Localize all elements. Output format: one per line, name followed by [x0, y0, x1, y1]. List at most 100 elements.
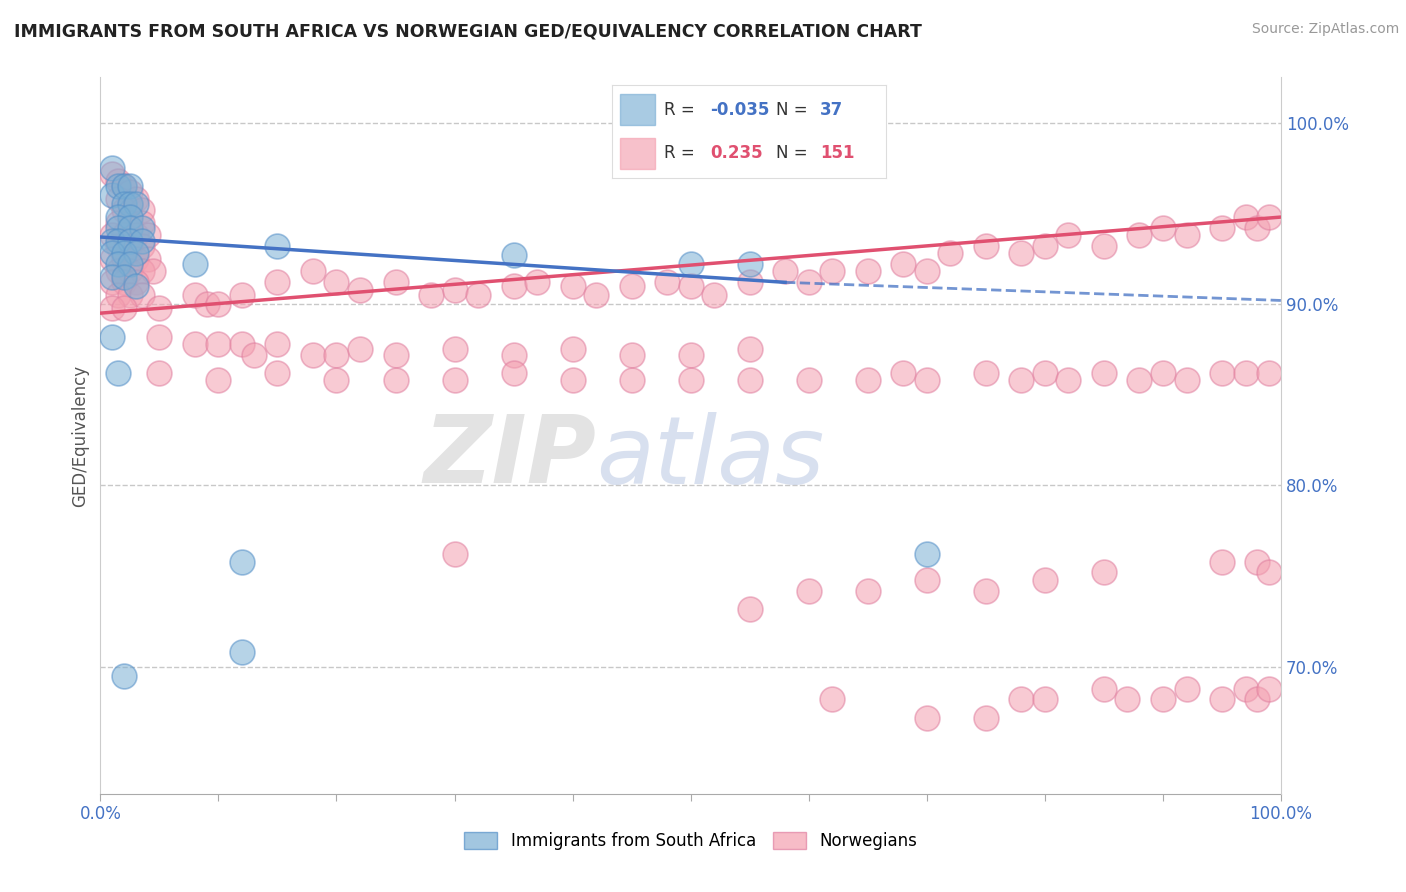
- Text: N =: N =: [776, 145, 813, 162]
- Point: [1258, 366, 1281, 380]
- Point: [1246, 221, 1268, 235]
- Point: [1116, 692, 1139, 706]
- Point: [620, 373, 643, 387]
- Point: [384, 276, 406, 290]
- Point: [738, 276, 761, 290]
- Point: [1152, 221, 1174, 235]
- Point: [131, 221, 153, 235]
- Point: [325, 373, 347, 387]
- Point: [118, 185, 141, 199]
- Point: [679, 257, 702, 271]
- Point: [302, 264, 325, 278]
- Point: [112, 179, 135, 194]
- Point: [1010, 373, 1032, 387]
- Y-axis label: GED/Equivalency: GED/Equivalency: [72, 365, 89, 507]
- Point: [384, 373, 406, 387]
- Point: [148, 366, 170, 380]
- Point: [1211, 555, 1233, 569]
- Point: [107, 215, 129, 229]
- Point: [112, 669, 135, 683]
- Point: [107, 210, 129, 224]
- Text: 37: 37: [820, 101, 844, 119]
- Point: [915, 710, 938, 724]
- Point: [231, 645, 253, 659]
- Point: [915, 373, 938, 387]
- Point: [207, 373, 229, 387]
- Point: [349, 283, 371, 297]
- Point: [974, 583, 997, 598]
- Point: [231, 337, 253, 351]
- Point: [118, 221, 141, 235]
- Point: [112, 246, 135, 260]
- Point: [797, 583, 820, 598]
- Point: [502, 279, 524, 293]
- Point: [443, 343, 465, 357]
- Point: [915, 573, 938, 587]
- Point: [1175, 373, 1198, 387]
- Point: [1057, 373, 1080, 387]
- Point: [112, 269, 135, 284]
- Point: [797, 373, 820, 387]
- Point: [502, 366, 524, 380]
- Point: [118, 257, 141, 271]
- Point: [266, 239, 288, 253]
- Point: [101, 188, 124, 202]
- Point: [561, 279, 583, 293]
- Text: Source: ZipAtlas.com: Source: ZipAtlas.com: [1251, 22, 1399, 37]
- Point: [184, 288, 207, 302]
- Point: [184, 337, 207, 351]
- Point: [1092, 366, 1115, 380]
- Point: [107, 221, 129, 235]
- Point: [1092, 681, 1115, 696]
- Point: [125, 276, 148, 290]
- Point: [118, 264, 141, 278]
- Point: [1010, 246, 1032, 260]
- Point: [620, 279, 643, 293]
- Point: [1258, 566, 1281, 580]
- Point: [101, 228, 124, 243]
- Point: [101, 234, 124, 248]
- Point: [856, 373, 879, 387]
- Point: [125, 252, 148, 266]
- Point: [679, 373, 702, 387]
- Point: [148, 301, 170, 315]
- Point: [101, 276, 124, 290]
- Point: [101, 246, 124, 260]
- Point: [679, 279, 702, 293]
- Point: [1010, 692, 1032, 706]
- Point: [325, 348, 347, 362]
- Point: [101, 330, 124, 344]
- Point: [195, 297, 218, 311]
- Point: [891, 257, 914, 271]
- Point: [679, 348, 702, 362]
- Text: R =: R =: [664, 145, 700, 162]
- Point: [107, 264, 129, 278]
- Point: [125, 197, 148, 211]
- Point: [703, 288, 725, 302]
- Point: [1246, 555, 1268, 569]
- Point: [125, 228, 148, 243]
- Point: [243, 348, 266, 362]
- Point: [118, 197, 141, 211]
- Point: [131, 215, 153, 229]
- Point: [1258, 681, 1281, 696]
- Point: [738, 601, 761, 615]
- Point: [1092, 566, 1115, 580]
- Point: [1033, 366, 1056, 380]
- Point: [974, 710, 997, 724]
- Point: [561, 343, 583, 357]
- Point: [266, 366, 288, 380]
- Legend: Immigrants from South Africa, Norwegians: Immigrants from South Africa, Norwegians: [457, 825, 924, 857]
- Point: [1033, 573, 1056, 587]
- Point: [738, 343, 761, 357]
- Point: [107, 257, 129, 271]
- Point: [101, 161, 124, 175]
- Point: [797, 276, 820, 290]
- Point: [131, 288, 153, 302]
- Point: [131, 239, 153, 253]
- Point: [107, 366, 129, 380]
- Text: IMMIGRANTS FROM SOUTH AFRICA VS NORWEGIAN GED/EQUIVALENCY CORRELATION CHART: IMMIGRANTS FROM SOUTH AFRICA VS NORWEGIA…: [14, 22, 922, 40]
- Point: [585, 288, 607, 302]
- Point: [1033, 239, 1056, 253]
- Point: [1128, 228, 1150, 243]
